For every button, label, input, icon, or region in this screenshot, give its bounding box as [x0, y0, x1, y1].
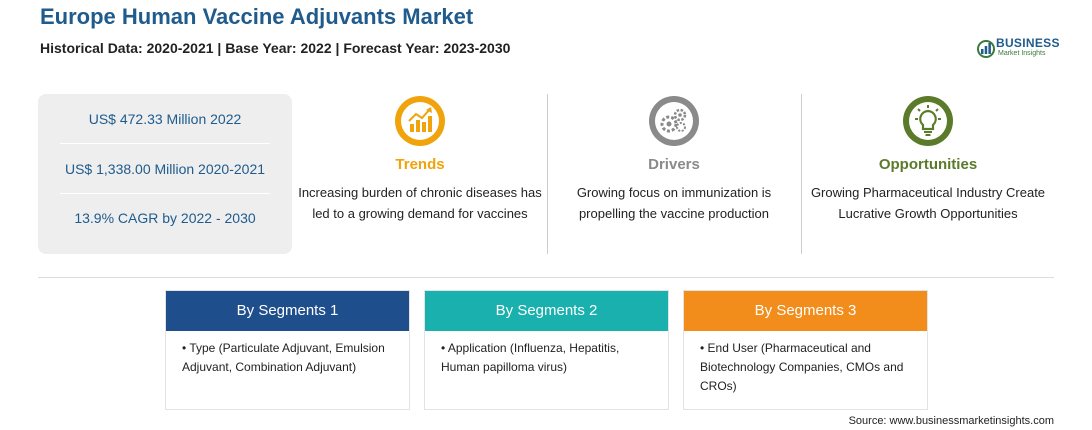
segment-1-item: • Type (Particulate Adjuvant, Emulsion A…	[182, 341, 385, 374]
logo-globe-icon	[977, 40, 995, 58]
segment-2-item: • Application (Influenza, Hepatitis, Hum…	[441, 341, 620, 374]
segment-card-1: By Segments 1 • Type (Particulate Adjuva…	[165, 290, 410, 410]
trend-chart-icon	[395, 96, 445, 146]
segment-card-2: By Segments 2 • Application (Influenza, …	[424, 290, 669, 410]
segment-2-text: Application (Influenza, Hepatitis, Human…	[441, 341, 620, 374]
segment-2-header: By Segments 2	[425, 291, 668, 331]
source-credit: Source: www.businessmarketinsights.com	[848, 415, 1054, 427]
opportunities-text: Growing Pharmaceutical Industry Create L…	[810, 185, 1046, 221]
stat-cagr: 13.9% CAGR by 2022 - 2030	[74, 210, 256, 226]
opportunities-column: Opportunities Growing Pharmaceutical Ind…	[803, 94, 1053, 224]
stat-divider	[60, 193, 270, 194]
column-divider	[547, 94, 548, 254]
trends-text: Increasing burden of chronic diseases ha…	[298, 185, 542, 221]
market-stats-panel: US$ 472.33 Million 2022 US$ 1,338.00 Mil…	[38, 94, 292, 254]
logo-name: BUSINESS	[996, 36, 1060, 50]
drivers-heading: Drivers	[648, 156, 700, 173]
opportunities-heading: Opportunities	[878, 156, 978, 173]
trends-column: Trends Increasing burden of chronic dise…	[295, 94, 545, 224]
segment-card-3: By Segments 3 • End User (Pharmaceutical…	[683, 290, 928, 410]
page-title: Europe Human Vaccine Adjuvants Market	[40, 4, 474, 29]
drivers-text: Growing focus on immunization is propell…	[576, 185, 772, 221]
stat-historical-value: US$ 1,338.00 Million 2020-2021	[64, 161, 266, 177]
segment-3-text: End User (Pharmaceutical and Biotechnolo…	[700, 341, 904, 393]
segment-3-item: • End User (Pharmaceutical and Biotechno…	[700, 341, 904, 393]
gears-icon	[649, 96, 699, 146]
segment-1-text: Type (Particulate Adjuvant, Emulsion Adj…	[182, 341, 385, 374]
lightbulb-icon	[903, 96, 953, 146]
brand-logo[interactable]: BUSINESS Market Insights	[976, 36, 1066, 62]
drivers-column: Drivers Growing focus on immunization is…	[549, 94, 799, 224]
trends-heading: Trends	[395, 156, 445, 173]
column-divider	[801, 94, 802, 254]
segment-3-header: By Segments 3	[684, 291, 927, 331]
stat-market-value: US$ 472.33 Million 2022	[88, 111, 242, 127]
stat-divider	[60, 143, 270, 144]
logo-tagline: Market Insights	[998, 50, 1046, 57]
segment-1-header: By Segments 1	[166, 291, 409, 331]
page-subtitle: Historical Data: 2020-2021 | Base Year: …	[40, 40, 511, 56]
section-divider	[38, 277, 1054, 278]
